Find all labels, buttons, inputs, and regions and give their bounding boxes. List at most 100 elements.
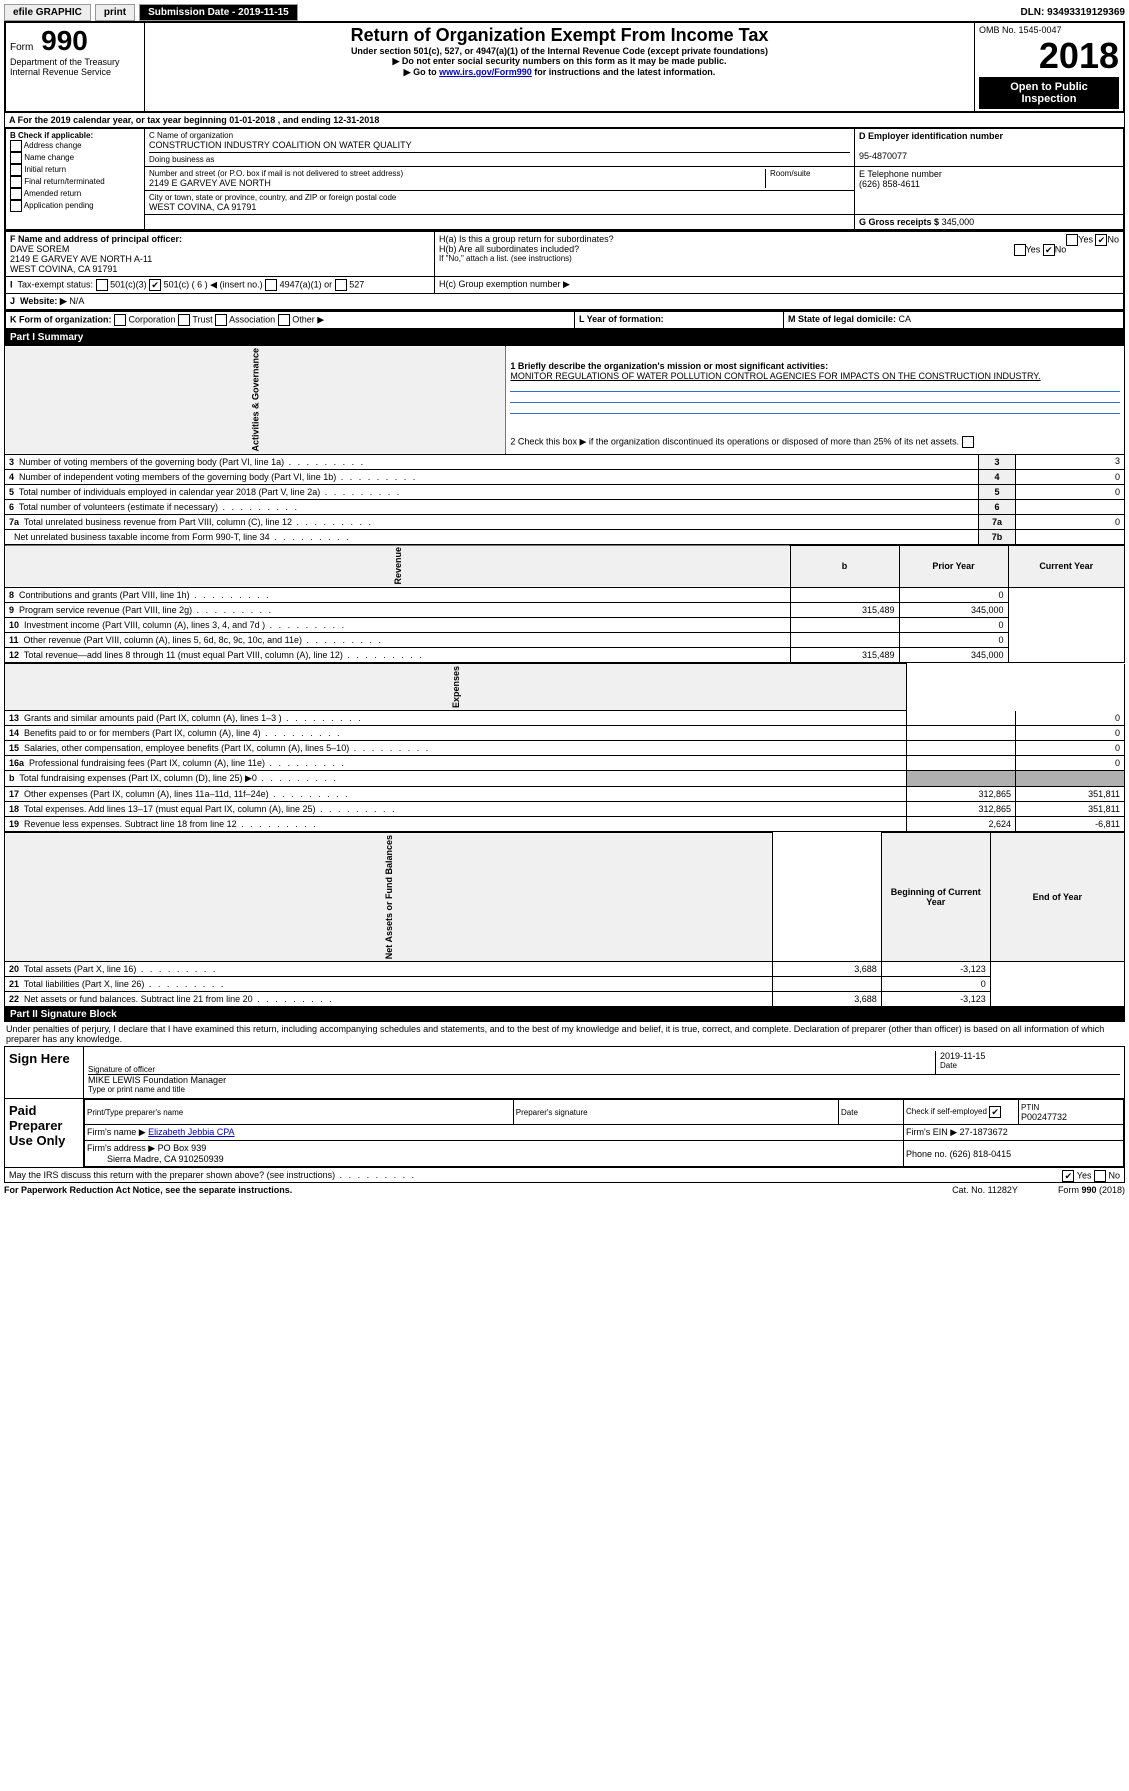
side-governance: Activities & Governance	[5, 346, 506, 455]
rev-prior: 315,489	[790, 603, 899, 618]
footer: For Paperwork Reduction Act Notice, see …	[4, 1183, 1125, 1197]
gov-val: 0	[1016, 514, 1125, 529]
firm-addr1: PO Box 939	[158, 1143, 207, 1153]
cb-527[interactable]	[335, 279, 347, 291]
cb-assoc[interactable]	[215, 314, 227, 326]
cb-discuss-no[interactable]	[1094, 1170, 1106, 1182]
efile-button[interactable]: efile GRAPHIC	[4, 4, 91, 21]
gov-idx: 7a	[979, 514, 1016, 529]
cb-address-change[interactable]	[10, 140, 22, 152]
cb-501c3[interactable]	[96, 279, 108, 291]
e-label: E Telephone number	[859, 169, 1119, 179]
net-curr: 0	[881, 977, 990, 992]
officer-printed: MIKE LEWIS Foundation Manager	[88, 1075, 1120, 1085]
telephone: (626) 858-4611	[859, 179, 1119, 189]
prep-sig-label: Preparer's signature	[513, 1100, 838, 1125]
net-curr: -3,123	[881, 992, 990, 1007]
sig-date: 2019-11-15	[940, 1051, 1120, 1061]
k-label: K Form of organization:	[10, 314, 112, 324]
cb-final-return[interactable]	[10, 176, 22, 188]
cb-corp[interactable]	[114, 314, 126, 326]
lbl-assoc: Association	[229, 314, 275, 324]
tax-exempt-label: Tax-exempt status:	[18, 279, 94, 289]
part1-expenses: Expenses 13 Grants and similar amounts p…	[4, 663, 1125, 832]
cb-ha-yes[interactable]	[1066, 234, 1078, 246]
col-end: End of Year	[990, 833, 1124, 962]
cb-ha-no[interactable]	[1095, 234, 1107, 246]
m-label: M State of legal domicile:	[788, 314, 896, 324]
side-revenue: Revenue	[5, 545, 791, 588]
exp-curr: -6,811	[1016, 817, 1125, 832]
discuss-row: May the IRS discuss this return with the…	[4, 1168, 1125, 1183]
form-footer: Form 990 (2018)	[1058, 1185, 1125, 1195]
rev-curr: 0	[899, 633, 1008, 648]
lbl-no: No	[1107, 234, 1119, 244]
form-title: Return of Organization Exempt From Incom…	[149, 25, 970, 46]
cb-4947[interactable]	[265, 279, 277, 291]
cb-self-emp[interactable]	[989, 1106, 1001, 1118]
exp-prior	[907, 711, 1016, 726]
gov-line: 7a Total unrelated business revenue from…	[5, 514, 979, 529]
ha-label: H(a) Is this a group return for subordin…	[439, 234, 1119, 244]
cb-hb-yes[interactable]	[1014, 244, 1026, 256]
open-public: Open to Public Inspection	[979, 77, 1119, 109]
gov-val: 0	[1016, 484, 1125, 499]
cb-trust[interactable]	[178, 314, 190, 326]
city-label: City or town, state or province, country…	[149, 193, 850, 202]
cb-other[interactable]	[278, 314, 290, 326]
gov-line: 5 Total number of individuals employed i…	[5, 484, 979, 499]
hb-label: H(b) Are all subordinates included? Yes …	[439, 244, 1119, 254]
irs-link[interactable]: www.irs.gov/Form990	[439, 67, 532, 77]
form-number: Form 990	[10, 25, 140, 57]
exp-line: b Total fundraising expenses (Part IX, c…	[5, 771, 907, 787]
form-990-num: 990	[41, 25, 88, 56]
gov-idx: 7b	[979, 529, 1016, 544]
lbl-501c6: 501(c) ( 6 ) ◀ (insert no.)	[164, 279, 263, 289]
firm-name-link[interactable]: Elizabeth Jebbia CPA	[148, 1127, 234, 1137]
lbl-initial-return: Initial return	[24, 165, 66, 174]
cb-discontinued[interactable]	[962, 436, 974, 448]
col-prior: Prior Year	[899, 545, 1008, 588]
exp-line: 18 Total expenses. Add lines 13–17 (must…	[5, 802, 907, 817]
gov-line: 6 Total number of volunteers (estimate i…	[5, 499, 979, 514]
paperwork-notice: For Paperwork Reduction Act Notice, see …	[4, 1185, 292, 1195]
lbl-amended: Amended return	[24, 189, 81, 198]
officer-group-block: F Name and address of principal officer:…	[4, 231, 1125, 311]
exp-prior	[907, 726, 1016, 741]
net-line: 22 Net assets or fund balances. Subtract…	[5, 992, 773, 1007]
part2-header: Part II Signature Block	[4, 1007, 1125, 1022]
d-label: D Employer identification number	[859, 131, 1003, 141]
gov-val: 0	[1016, 469, 1125, 484]
exp-prior	[907, 756, 1016, 771]
gov-val	[1016, 499, 1125, 514]
gross-receipts: 345,000	[942, 217, 975, 227]
cb-discuss-yes[interactable]	[1062, 1170, 1074, 1182]
website-value: N/A	[69, 296, 84, 306]
rev-prior	[790, 588, 899, 603]
cb-hb-no[interactable]	[1043, 244, 1055, 256]
lbl-name-change: Name change	[24, 153, 74, 162]
exp-curr: 0	[1016, 741, 1125, 756]
top-bar: efile GRAPHIC print Submission Date - 20…	[4, 4, 1125, 21]
net-curr: -3,123	[881, 962, 990, 977]
exp-prior	[907, 771, 1016, 787]
cb-name-change[interactable]	[10, 152, 22, 164]
l-label: L Year of formation:	[579, 314, 664, 324]
cb-initial-return[interactable]	[10, 164, 22, 176]
exp-curr: 351,811	[1016, 787, 1125, 802]
exp-prior: 312,865	[907, 802, 1016, 817]
lbl-address-change: Address change	[24, 141, 82, 150]
cb-app-pending[interactable]	[10, 200, 22, 212]
sign-here-block: Sign Here Signature of officer 2019-11-1…	[4, 1046, 1125, 1099]
addr-label: Number and street (or P.O. box if mail i…	[149, 169, 765, 178]
tax-year: 2018	[979, 35, 1119, 77]
print-button[interactable]: print	[95, 4, 135, 21]
cb-501c[interactable]	[149, 279, 161, 291]
cb-amended[interactable]	[10, 188, 22, 200]
part1-netassets: Net Assets or Fund Balances Beginning of…	[4, 832, 1125, 1007]
submission-date: Submission Date - 2019-11-15	[139, 4, 298, 21]
gov-idx: 4	[979, 469, 1016, 484]
col-begin: Beginning of Current Year	[881, 833, 990, 962]
self-emp-label: Check if self-employed	[906, 1107, 987, 1116]
form-header: Form 990 Department of the Treasury Inte…	[4, 21, 1125, 113]
